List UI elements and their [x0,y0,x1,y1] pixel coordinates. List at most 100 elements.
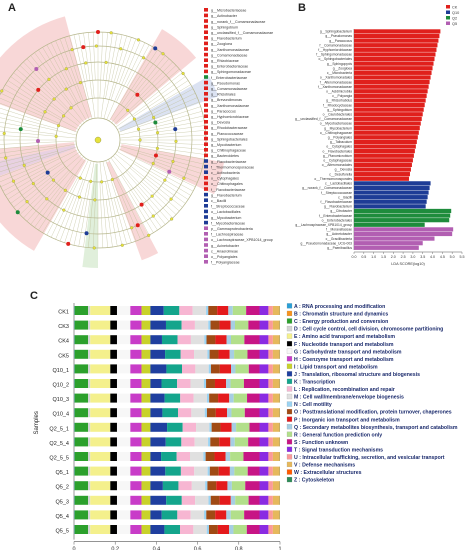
cog-bar-segment [110,321,117,330]
cog-bar-segment [117,364,130,373]
lda-bar [354,43,437,47]
cog-bar-segment [166,364,182,373]
lda-bar [354,246,419,250]
cog-legend-swatch [287,356,292,361]
cog-bar-segment [215,379,226,388]
lda-bar-label: o__Sphingobacteriales [318,57,352,61]
lda-bar-label: o__Mycobacteriaceae [320,122,352,126]
cog-bar-segment [205,408,207,417]
cog-bar-segment [235,364,248,373]
legend-swatch [204,92,208,96]
legend-label: g__Flavobacterium [211,37,242,41]
cog-bar-segment [190,379,203,388]
cog-bar-segment [141,481,150,490]
cog-legend-label: F : Nucleotide transport and metabolism [294,342,394,348]
lda-bar [354,144,416,148]
cog-bar-segment [244,379,260,388]
cog-bar-segment [234,350,247,359]
cog-bar-segment [130,510,141,519]
legend-label: g__Microbacteriaceae [211,9,246,13]
legend-swatch [204,70,208,74]
panel-label-a: A [8,2,16,14]
cog-bar-segment [249,423,259,432]
cladogram-branch [119,39,136,84]
legend-swatch [204,8,208,12]
cog-bar-segment [235,437,248,446]
lda-bar-label: g__Pseudomonas [325,34,352,38]
lda-bar-label: o__Xanthomonadales [320,76,352,80]
cog-x-tick-label: 1 [278,547,281,550]
cladogram-figure: g__Microbacteriaceaeg__Actinobacterg__no… [0,0,290,280]
cog-bar-segment [211,364,220,373]
cog-bar-segment [141,467,150,476]
lda-bar-label: g__norank_f__Comamonadaceae [302,186,352,190]
cog-bar-segment [130,394,141,403]
cladogram-marker-node [173,127,177,131]
legend-swatch [204,36,208,40]
legend-swatch [204,109,208,113]
legend-label: o__Lachnospiraceae_XPB1014_group [211,238,273,242]
cog-bar-segment [221,423,232,432]
cog-bar-segment [268,467,272,476]
cog-legend-label: I : Lipid transport and metabolism [294,364,378,370]
cog-bar-segment [206,306,208,315]
lda-bar-label: f__Rhodocyclaceae [323,103,352,107]
legend-label: g__Xanthomonadaceae [211,104,249,108]
legend-swatch [204,14,208,18]
cog-bar-segment [90,423,110,432]
lda-bar-label: g__Flavobacterium [324,205,352,209]
lda-bar-label: o__Caulobacterales [323,112,353,116]
cog-bar-segment [248,467,260,476]
cog-bar-segment [204,510,206,519]
lda-bar-label: g__Citrobacter [330,209,353,213]
cog-bar-segment [249,364,260,373]
cog-bar-segment [219,437,230,446]
legend-swatch [204,86,208,90]
cog-bar-segment [194,467,207,476]
cladogram-branch [105,34,117,99]
cog-sample-label: CK5 [58,353,69,359]
lda-bar-label: g__Paenibacillus [327,246,352,250]
cog-bar-segment [117,525,130,534]
lda-bar-label: o__Chitinophagaceae [320,131,352,135]
cog-legend-label: L : Replication, recombination and repai… [294,387,395,393]
legend-swatch [204,215,208,219]
cog-bar-segment [209,394,218,403]
cog-bar-segment [177,452,190,461]
legend-label: g__Paracoccus [211,109,236,113]
cog-legend-label: U : Intracellular trafficking, secretion… [294,455,445,461]
cog-bar-segment [150,481,162,490]
lda-bar [354,112,423,116]
cog-bar-segment [208,306,217,315]
legend-label: f__Flavobacteriaceae [211,188,245,192]
legend-swatch [204,47,208,51]
lda-bar-label: c__Polyangia [332,94,352,98]
cog-bar-segment [208,321,210,330]
cog-bar-segment [88,437,90,446]
cog-bar-segment [210,350,219,359]
cog-bar-segment [130,364,141,373]
legend-label: g__Xanthomonadaceae [211,48,249,52]
lda-bar [354,232,452,236]
lda-bar [354,186,430,190]
cladogram-node [137,128,140,131]
lda-bar [354,131,419,135]
cog-bar-segment [141,452,150,461]
cog-bar-segment [234,467,247,476]
cog-bar-segment [130,467,141,476]
cog-bar-segment [164,525,180,534]
cog-bar-segment [75,408,88,417]
cog-legend-swatch [287,470,292,475]
cladogram-branch [120,130,206,138]
cladogram-node [26,200,29,203]
lda-bar-label: g__Acinetobacter [326,232,353,236]
cog-bar-segment [161,452,177,461]
cladogram-branch [100,32,103,98]
cog-bar-segment [110,350,117,359]
cog-legend-label: V : Defense mechanisms [294,463,355,469]
cog-bar-segment [117,394,130,403]
lda-bar [354,135,418,139]
legend-label: g__Comamonadaceae [211,87,247,91]
legend-label: f__Lachnospiraceae [211,233,243,237]
cog-bar-segment [150,364,166,373]
